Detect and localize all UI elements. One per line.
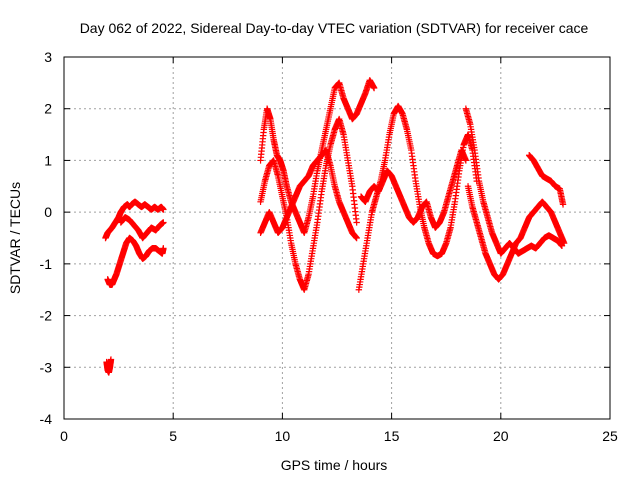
data-point-marker: [370, 84, 378, 92]
chart-title: Day 062 of 2022, Sidereal Day-to-day VTE…: [80, 20, 589, 36]
x-tick-label: 10: [275, 428, 291, 444]
x-tick-label: 25: [602, 428, 618, 444]
data-points: [102, 77, 568, 376]
data-point-marker: [160, 245, 167, 252]
data-point-marker: [353, 219, 360, 226]
y-tick-label: -4: [40, 411, 53, 427]
data-point-marker: [160, 206, 167, 213]
y-tick-label: 1: [44, 152, 52, 168]
data-point-marker: [107, 356, 115, 363]
x-axis-label: GPS time / hours: [281, 457, 388, 473]
y-axis-label: SDTVAR / TECUs: [7, 182, 23, 294]
x-tick-label: 0: [60, 428, 68, 444]
x-tick-label: 20: [493, 428, 509, 444]
y-tick-label: -1: [40, 256, 53, 272]
y-tick-label: -2: [40, 308, 53, 324]
data-point-marker: [160, 219, 167, 226]
y-tick-label: 3: [44, 49, 52, 65]
data-point-marker: [353, 234, 360, 242]
y-tick-label: -3: [40, 359, 53, 375]
y-tick-label: 2: [44, 101, 52, 117]
plot-frame: [63, 56, 611, 420]
x-tick-labels: 0 5 10 15 20 25: [60, 428, 618, 444]
data-point-marker: [558, 242, 566, 249]
data-point-marker: [559, 201, 567, 208]
grid-lines: [64, 57, 610, 419]
data-point-marker: [462, 157, 470, 164]
y-tick-label: 0: [44, 204, 52, 220]
x-tick-label: 5: [169, 428, 177, 444]
x-tick-label: 15: [384, 428, 400, 444]
y-tick-labels: -4 -3 -2 -1 0 1 2 3: [40, 49, 53, 427]
